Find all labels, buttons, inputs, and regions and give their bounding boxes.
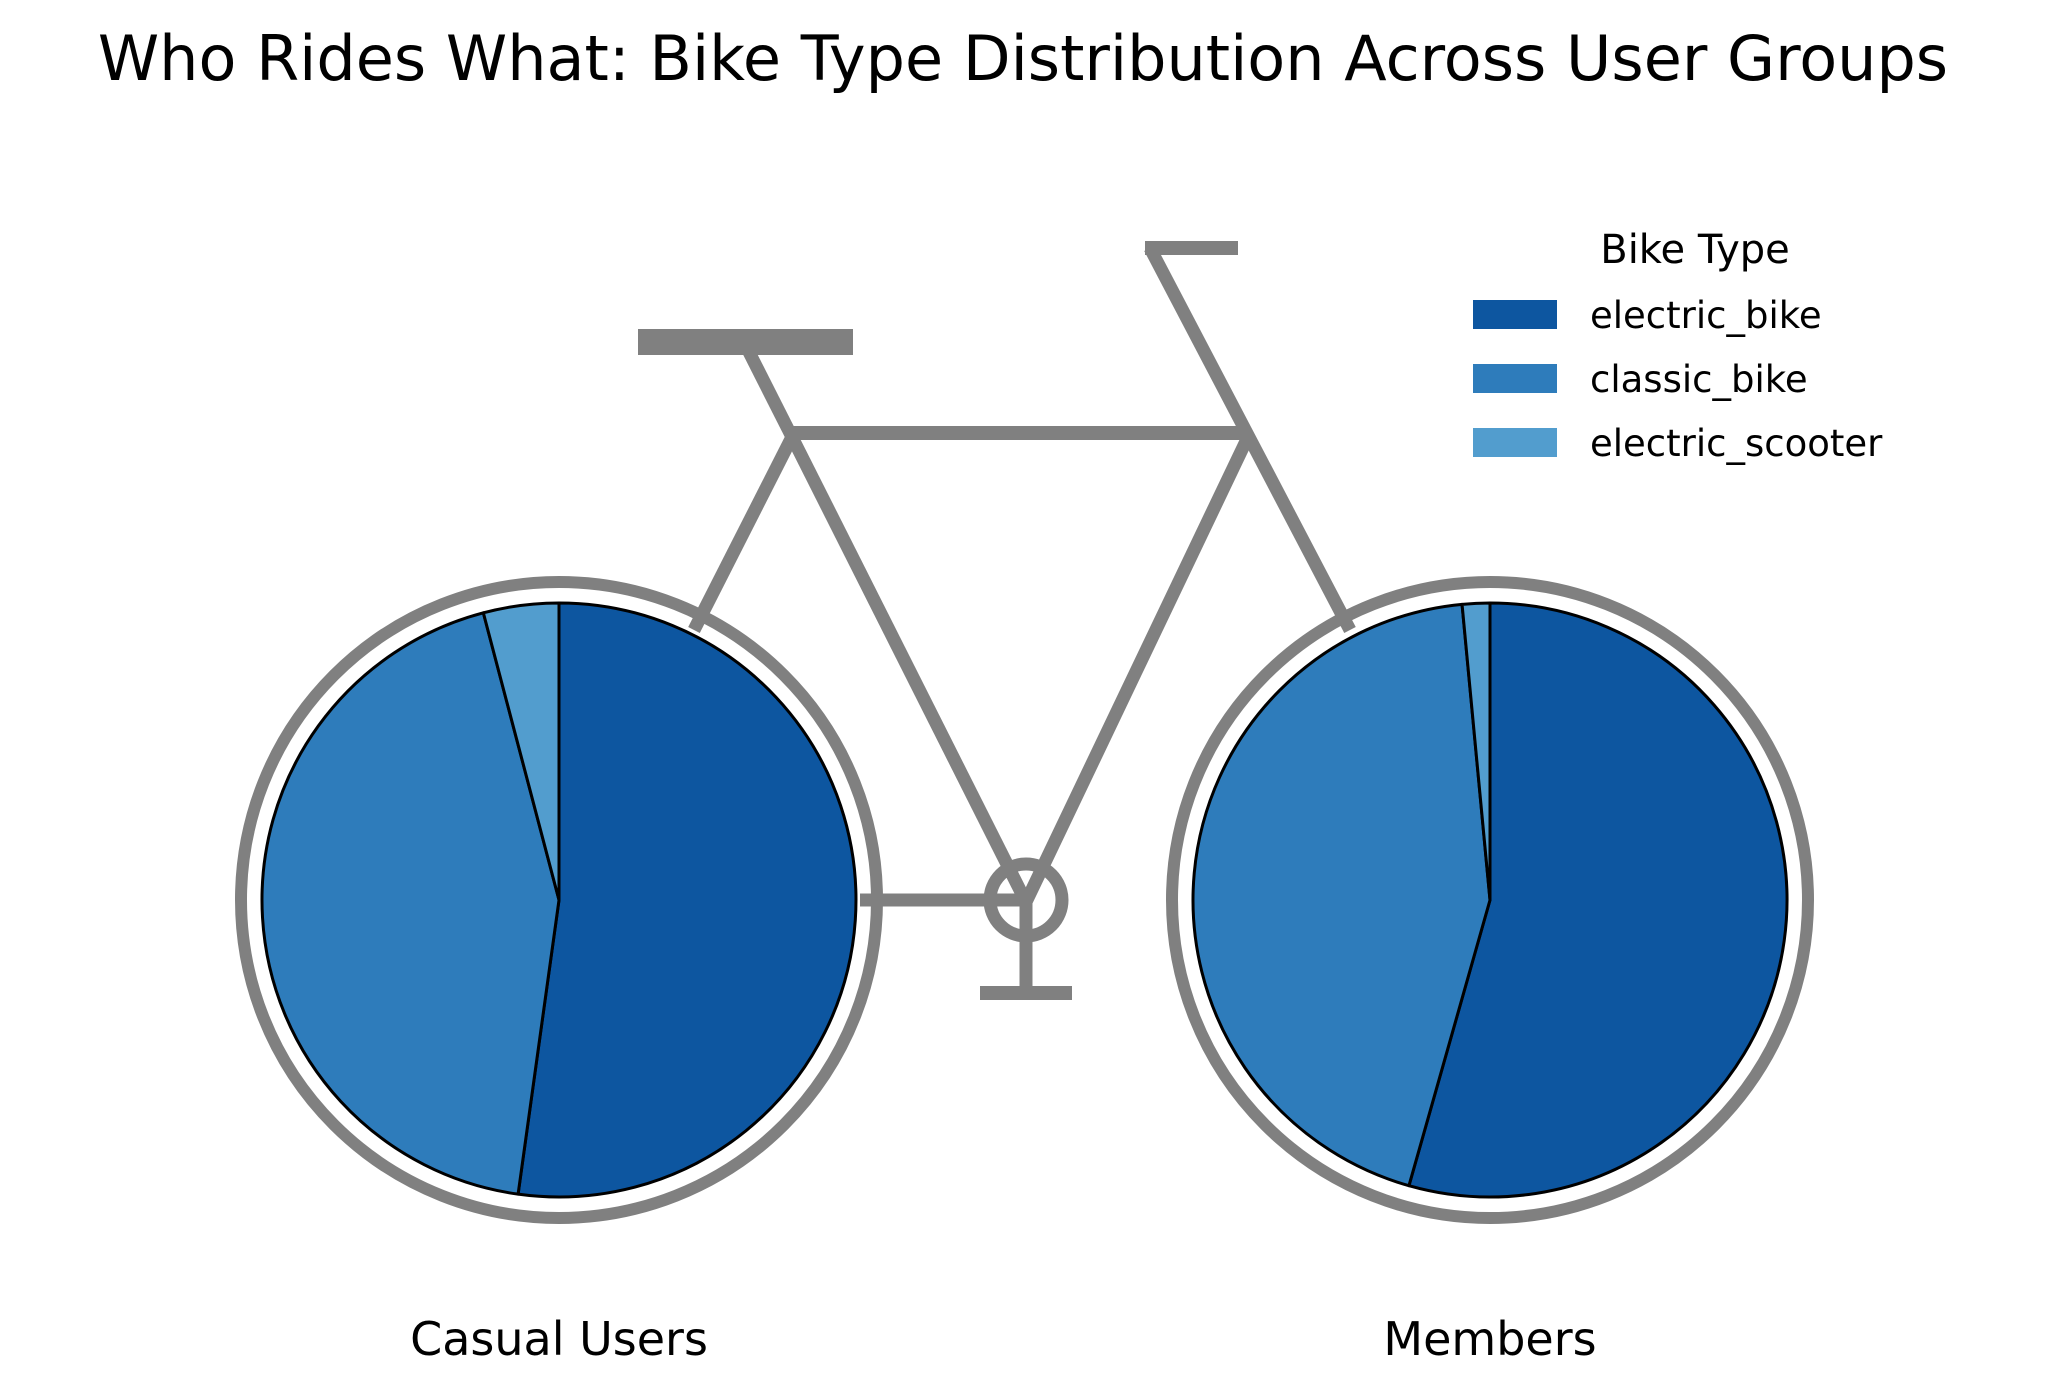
pie-slice-casual-electric-scooter	[481, 601, 561, 902]
legend-label-classic-bike: classic_bike	[1590, 358, 1808, 401]
pie-slice-members-classic-bike	[1191, 602, 1492, 1188]
seat-tube	[786, 434, 1032, 905]
pie-slice-casual-classic-bike	[260, 611, 561, 1196]
head-tube	[1144, 244, 1356, 634]
legend-swatch-classic-bike	[1473, 364, 1557, 393]
legend: Bike Type electric_bike classic_bike ele…	[1473, 227, 1883, 465]
rear-wheel-rim	[235, 576, 883, 1224]
legend-swatch-electric-bike	[1473, 300, 1557, 329]
bike-frame	[235, 241, 1814, 1224]
pie-slice-members-electric-bike	[1407, 601, 1789, 1199]
group-label-casual: Casual Users	[410, 1312, 708, 1366]
group-label-members: Members	[1383, 1312, 1596, 1366]
seat-stay	[688, 434, 798, 633]
legend-title: Bike Type	[1600, 227, 1790, 273]
front-wheel-rim	[1166, 576, 1814, 1224]
down-tube	[1020, 434, 1254, 905]
pie-slice-casual-electric-bike	[516, 601, 858, 1199]
legend-swatch-electric-scooter	[1473, 428, 1557, 457]
pie-slice-members-electric-scooter	[1460, 601, 1492, 902]
legend-label-electric-bike: electric_bike	[1590, 294, 1822, 337]
legend-label-electric-scooter: electric_scooter	[1590, 422, 1883, 465]
pies	[260, 601, 1789, 1199]
seat-post	[741, 345, 798, 440]
chart-title: Who Rides What: Bike Type Distribution A…	[98, 22, 1948, 95]
